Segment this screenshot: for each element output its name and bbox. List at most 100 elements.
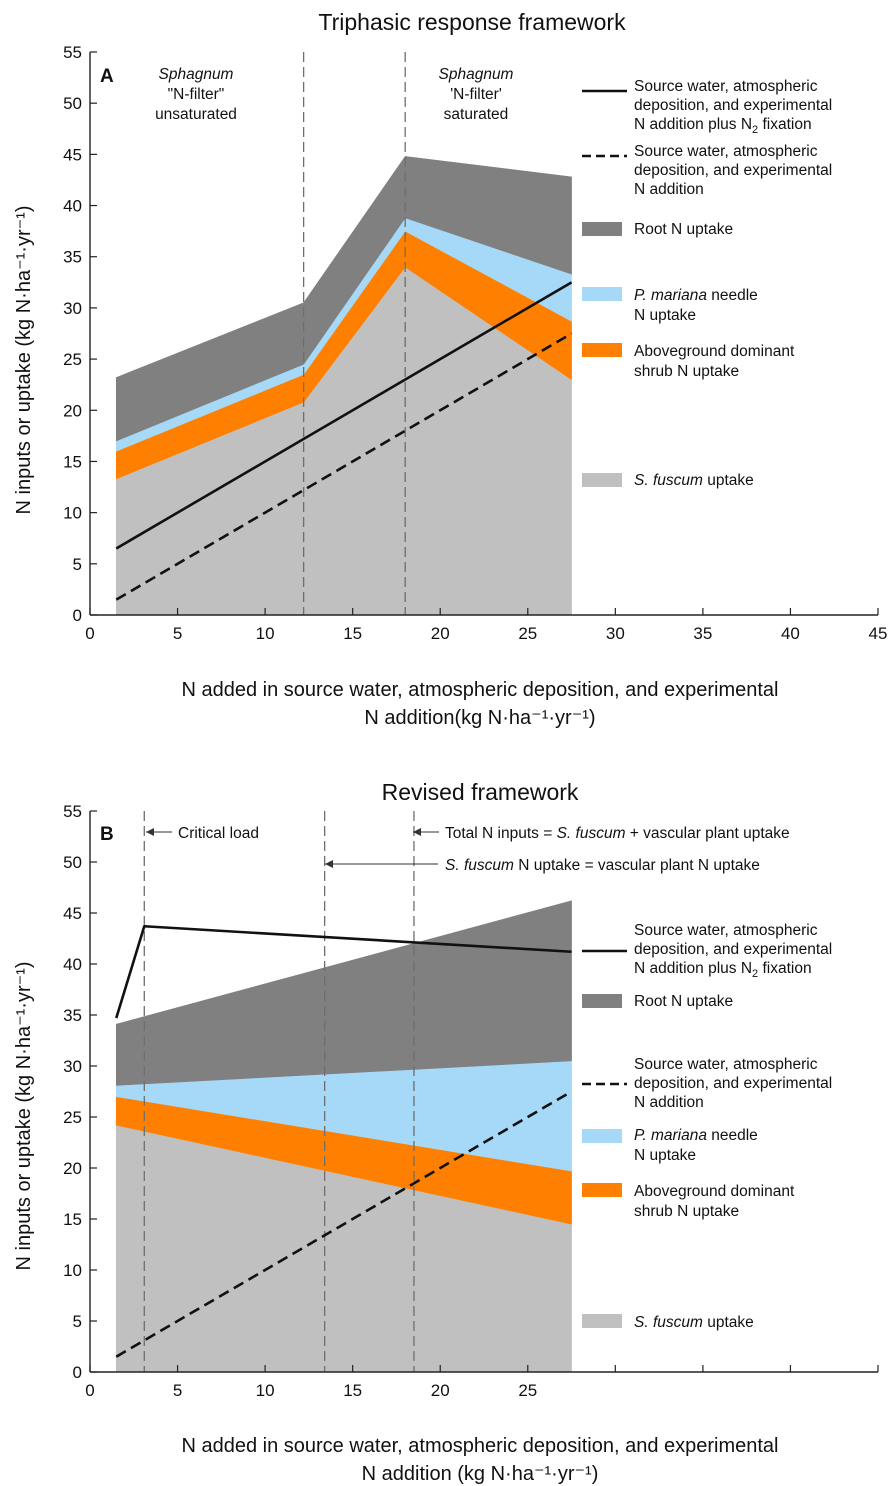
y-tick-label-50: 50: [63, 94, 82, 113]
legend-solid-line: Source water, atmospheric deposition, an…: [582, 922, 832, 980]
legend-solid-line: Source water, atmospheric deposition, an…: [582, 78, 832, 136]
y-tick-label-25: 25: [63, 1108, 82, 1127]
svg-text:N addition: N addition: [634, 1094, 704, 1111]
y-tick-label-35: 35: [63, 1006, 82, 1025]
svg-text:P. mariana needle: P. mariana needle: [634, 287, 758, 304]
y-tick-label-30: 30: [63, 299, 82, 318]
svg-text:Source water, atmospheric: Source water, atmospheric: [634, 78, 818, 95]
legend-sfuscum-uptake: S. fuscum uptake: [582, 472, 754, 489]
panel-b-areas: [115, 900, 572, 1373]
legend-dashed-line: Source water, atmospheric deposition, an…: [582, 143, 832, 198]
panel-b-label: B: [100, 824, 114, 845]
y-tick-label-55: 55: [63, 43, 82, 62]
panel-a-axes: 0 5 10 15 20 25 30 35 40 45 50 55 0 5 10 15 20 25 30 35 40 45: [63, 43, 887, 643]
svg-text:Critical load: Critical load: [178, 825, 259, 842]
y-tick-label-50: 50: [63, 853, 82, 872]
panel-b-annotation-total-inputs: Total N inputs = S. fuscum + vascular pl…: [413, 825, 790, 842]
solid-line-source-water-atmospheric-deposition-and-: [115, 924, 572, 1019]
legend-sfuscum-uptake: S. fuscum uptake: [582, 1314, 754, 1331]
panel-b: Revised framework 0510152025303540455055…: [13, 779, 879, 1485]
svg-text:shrub N uptake: shrub N uptake: [634, 363, 739, 380]
panel-a-label: A: [100, 66, 114, 87]
svg-text:N addition plus N2 fixation: N addition plus N2 fixation: [634, 960, 812, 980]
y-tick-label-45: 45: [63, 904, 82, 923]
panel-a-title: Triphasic response framework: [318, 9, 626, 35]
panel-a-ylabel: N inputs or uptake (kg N·ha⁻¹·yr⁻¹): [13, 206, 35, 515]
x-tick-label-40: 40: [781, 624, 800, 643]
legend-shrub-uptake: Aboveground dominant shrub N uptake: [582, 343, 795, 380]
svg-text:Source water, atmospheric: Source water, atmospheric: [634, 922, 818, 939]
x-tick-label-15: 15: [343, 624, 362, 643]
x-tick-label-20: 20: [431, 1381, 450, 1400]
y-tick-label-25: 25: [63, 350, 82, 369]
svg-text:S. fuscum uptake: S. fuscum uptake: [634, 472, 754, 489]
svg-text:P. mariana needle: P. mariana needle: [634, 1127, 758, 1144]
svg-text:Total N inputs = S. fuscum + v: Total N inputs = S. fuscum + vascular pl…: [445, 825, 790, 842]
svg-text:N addition plus N2 fixation: N addition plus N2 fixation: [634, 116, 812, 136]
panel-a: Triphasic response framework 0 5 10 15 20 25 3…: [13, 9, 887, 729]
y-tick-label-10: 10: [63, 1261, 82, 1280]
panel-a-vlines: [302, 52, 406, 615]
x-tick-label-45: 45: [869, 624, 888, 643]
y-tick-label-20: 20: [63, 1159, 82, 1178]
y-tick-label-0: 0: [73, 1363, 82, 1382]
y-tick-label-55: 55: [63, 802, 82, 821]
panel-b-annotation-critical-load: Critical load: [146, 825, 259, 842]
x-tick-label-30: 30: [606, 624, 625, 643]
svg-text:S. fuscum N uptake = vascular: S. fuscum N uptake = vascular plant N up…: [445, 857, 760, 874]
y-tick-label-35: 35: [63, 248, 82, 267]
svg-text:saturated: saturated: [444, 106, 509, 123]
svg-text:N uptake: N uptake: [634, 1147, 696, 1164]
svg-text:Sphagnum: Sphagnum: [439, 66, 514, 83]
svg-text:unsaturated: unsaturated: [155, 106, 237, 123]
panel-a-xlabel-line2: N addition(kg N·ha⁻¹·yr⁻¹): [364, 707, 595, 729]
x-tick-label-25: 25: [518, 1381, 537, 1400]
legend-root-uptake: Root N uptake: [582, 221, 733, 238]
panel-a-xlabel-line1: N added in source water, atmospheric dep…: [181, 679, 778, 701]
y-tick-label-45: 45: [63, 145, 82, 164]
svg-text:Aboveground dominant: Aboveground dominant: [634, 1183, 795, 1200]
x-tick-label-15: 15: [343, 1381, 362, 1400]
y-tick-label-40: 40: [63, 197, 82, 216]
legend-needle-uptake: P. mariana needle N uptake: [582, 287, 758, 324]
legend-needle-uptake: P. mariana needle N uptake: [582, 1127, 758, 1164]
svg-text:'N-filter': 'N-filter': [450, 86, 502, 103]
x-tick-label-0: 0: [85, 624, 94, 643]
x-tick-label-5: 5: [173, 1381, 182, 1400]
svg-text:Sphagnum: Sphagnum: [159, 66, 234, 83]
panel-a-lines: [115, 281, 573, 601]
dashed-line-source-water-atmospheric-deposition-and-: [115, 332, 573, 601]
panel-b-xlabel-line2: N addition (kg N·ha⁻¹·yr⁻¹): [362, 1463, 599, 1485]
x-tick-label-5: 5: [173, 624, 182, 643]
panel-a-areas: [115, 156, 572, 616]
svg-text:S. fuscum uptake: S. fuscum uptake: [634, 1314, 754, 1331]
panel-b-ylabel: N inputs or uptake (kg N·ha⁻¹·yr⁻¹): [13, 962, 35, 1271]
svg-text:Source water, atmospheric: Source water, atmospheric: [634, 1056, 818, 1073]
svg-text:N addition: N addition: [634, 181, 704, 198]
solid-line-source-water-atmospheric-deposition-and-: [115, 281, 573, 550]
svg-text:deposition, and experimental: deposition, and experimental: [634, 162, 832, 179]
svg-text:"N-filter": "N-filter": [168, 86, 225, 103]
svg-text:Aboveground dominant: Aboveground dominant: [634, 343, 795, 360]
y-tick-label-40: 40: [63, 955, 82, 974]
y-tick-label-15: 15: [63, 1210, 82, 1229]
panel-b-lines: [115, 924, 573, 1358]
svg-text:Root N uptake: Root N uptake: [634, 221, 733, 238]
svg-text:deposition, and experimental: deposition, and experimental: [634, 941, 832, 958]
svg-text:Root N uptake: Root N uptake: [634, 993, 733, 1010]
x-tick-label-10: 10: [256, 624, 275, 643]
svg-text:deposition, and experimental: deposition, and experimental: [634, 1075, 832, 1092]
panel-b-xlabel-line1: N added in source water, atmospheric dep…: [181, 1435, 778, 1457]
panel-b-vlines: [143, 811, 415, 1372]
svg-text:deposition, and experimental: deposition, and experimental: [634, 97, 832, 114]
y-tick-label-5: 5: [73, 555, 82, 574]
panel-a-annotation-saturated: Sphagnum 'N-filter' saturated: [439, 66, 514, 123]
y-tick-label-15: 15: [63, 452, 82, 471]
x-tick-label-25: 25: [518, 624, 537, 643]
panel-a-legend: Source water, atmospheric deposition, an…: [582, 78, 832, 489]
x-tick-label-10: 10: [256, 1381, 275, 1400]
x-tick-label-20: 20: [431, 624, 450, 643]
svg-text:shrub N uptake: shrub N uptake: [634, 1203, 739, 1220]
y-tick-label-5: 5: [73, 1312, 82, 1331]
